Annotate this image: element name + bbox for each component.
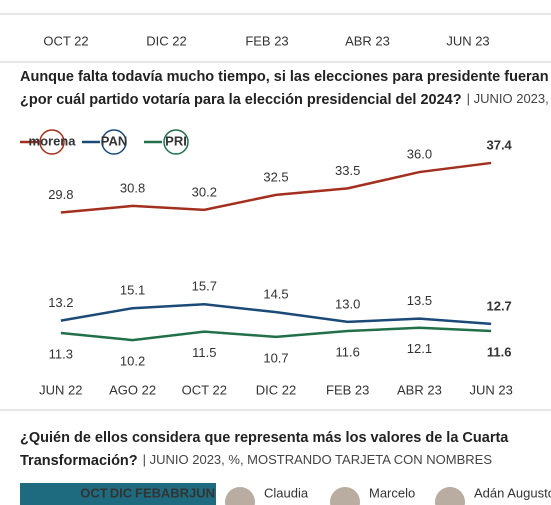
section-title: Transformación? | JUNIO 2023, %, MOSTRAND…: [20, 452, 492, 468]
candidate-photo: [225, 487, 255, 505]
candidate-name: Claudia: [264, 485, 309, 500]
x-tick-label: DIC 22: [256, 382, 296, 397]
data-label: 10.7: [263, 350, 288, 365]
data-label: 14.5: [263, 287, 288, 302]
data-label: 11.6: [487, 344, 512, 359]
table-header-label: DIC: [110, 485, 133, 500]
x-tick-label: OCT 22: [182, 382, 227, 397]
data-label: 33.5: [335, 163, 360, 178]
data-label: 29.8: [48, 187, 73, 202]
data-label: 32.5: [263, 169, 288, 184]
data-label: 12.1: [407, 341, 432, 356]
x-tick-label: FEB 23: [326, 382, 369, 397]
section-note: | JUNIO 2023, %, MOSTRANDO TARJETA CON N…: [143, 452, 493, 467]
title-note: | JUNIO 2023, %: [467, 91, 551, 106]
data-label: 36.0: [407, 146, 432, 161]
data-label: 13.2: [48, 295, 73, 310]
candidate-photo: [435, 487, 465, 505]
data-label: 30.2: [192, 184, 217, 199]
legend-label: PRI: [165, 133, 187, 148]
legend-logo: [101, 129, 127, 155]
x-tick-label: JUN 22: [39, 382, 82, 397]
data-label: 11.5: [192, 345, 216, 360]
table-header-label: OCT: [80, 485, 108, 500]
table-header: [20, 483, 216, 505]
x-tick-label: OCT 22: [43, 33, 88, 48]
series-line: [60, 161, 492, 214]
candidate-name: Marcelo: [369, 485, 415, 500]
series-line: [60, 326, 492, 342]
candidate-photo: [330, 487, 360, 505]
data-label: 11.3: [49, 346, 73, 361]
x-tick-label: JUN 23: [446, 33, 489, 48]
legend-logo: [39, 129, 65, 155]
series-line: [60, 303, 492, 326]
data-label: 13.0: [335, 296, 360, 311]
legend-label: morena: [29, 133, 77, 148]
table-header-label: FEB: [135, 485, 161, 500]
x-tick-label: AGO 22: [109, 382, 156, 397]
data-label: 15.7: [192, 279, 217, 294]
legend-label: PAN: [101, 133, 127, 148]
x-tick-label: JUN 23: [469, 382, 512, 397]
chart-title: Aunque falta todavía mucho tiempo, si la…: [20, 69, 551, 108]
table-header-label: ABR: [161, 485, 190, 500]
table-header-label: JUN: [189, 485, 215, 500]
data-label: 30.8: [120, 180, 145, 195]
data-label: 12.7: [486, 298, 511, 313]
data-label: 11.6: [336, 344, 360, 359]
data-label: 13.5: [407, 293, 432, 308]
section-title: ¿Quién de ellos considera que representa…: [20, 430, 509, 446]
candidate-name: Adán Augusto: [474, 485, 551, 500]
x-tick-label: ABR 23: [345, 33, 390, 48]
x-tick-label: DIC 22: [146, 33, 186, 48]
data-label: 15.1: [120, 283, 145, 298]
title-line: ¿por cuál partido votaría para la elecci…: [20, 92, 462, 108]
data-label: 10.2: [120, 354, 145, 369]
title-line: Aunque falta todavía mucho tiempo, si la…: [20, 69, 551, 85]
x-tick-label: FEB 23: [245, 33, 288, 48]
x-tick-label: ABR 23: [397, 382, 442, 397]
legend-logo: [163, 129, 189, 155]
data-label: 37.4: [486, 137, 512, 152]
